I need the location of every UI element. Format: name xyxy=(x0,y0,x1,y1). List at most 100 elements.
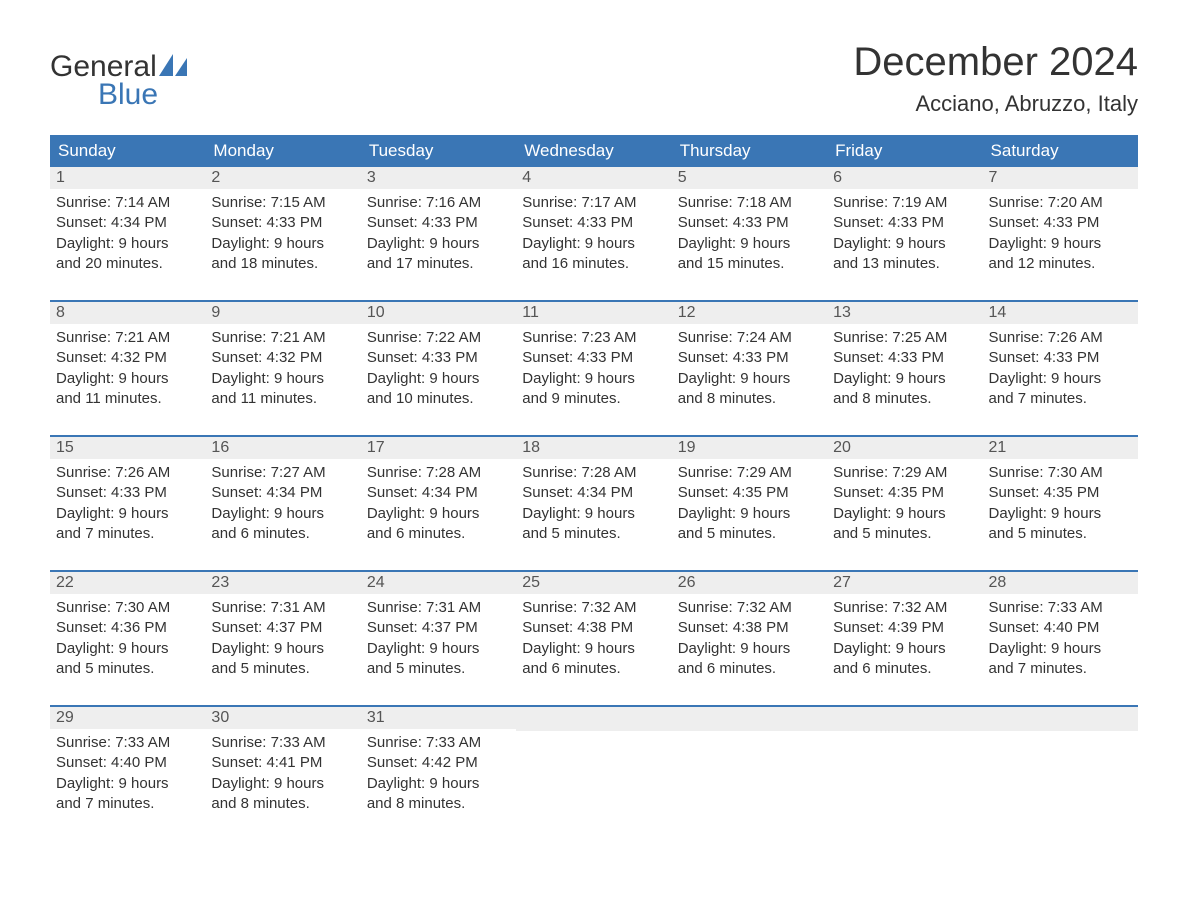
day-body: Sunrise: 7:32 AMSunset: 4:38 PMDaylight:… xyxy=(516,594,671,685)
daylight-line-1: Daylight: 9 hours xyxy=(522,369,665,389)
day-number-row: 24 xyxy=(361,572,516,594)
daylight-line-1: Daylight: 9 hours xyxy=(367,369,510,389)
daylight-line-1: Daylight: 9 hours xyxy=(989,369,1132,389)
day-body: Sunrise: 7:19 AMSunset: 4:33 PMDaylight:… xyxy=(827,189,982,280)
daylight-line-1: Daylight: 9 hours xyxy=(56,369,199,389)
daylight-line-2: and 17 minutes. xyxy=(367,254,510,274)
day-number: 20 xyxy=(833,439,851,456)
day-cell: 5Sunrise: 7:18 AMSunset: 4:33 PMDaylight… xyxy=(672,167,827,280)
daylight-line-2: and 10 minutes. xyxy=(367,389,510,409)
day-body: Sunrise: 7:33 AMSunset: 4:40 PMDaylight:… xyxy=(50,729,205,820)
day-cell: 13Sunrise: 7:25 AMSunset: 4:33 PMDayligh… xyxy=(827,302,982,415)
sunset-line: Sunset: 4:40 PM xyxy=(56,753,199,773)
daylight-line-2: and 7 minutes. xyxy=(56,794,199,814)
daylight-line-1: Daylight: 9 hours xyxy=(989,639,1132,659)
daylight-line-1: Daylight: 9 hours xyxy=(56,504,199,524)
daylight-line-1: Daylight: 9 hours xyxy=(211,234,354,254)
day-number-row: 3 xyxy=(361,167,516,189)
daylight-line-2: and 15 minutes. xyxy=(678,254,821,274)
day-body: Sunrise: 7:17 AMSunset: 4:33 PMDaylight:… xyxy=(516,189,671,280)
day-header-sun: Sunday xyxy=(50,135,205,167)
day-body: Sunrise: 7:26 AMSunset: 4:33 PMDaylight:… xyxy=(50,459,205,550)
day-header-sat: Saturday xyxy=(983,135,1138,167)
day-body: Sunrise: 7:29 AMSunset: 4:35 PMDaylight:… xyxy=(672,459,827,550)
daylight-line-2: and 8 minutes. xyxy=(211,794,354,814)
week-row: 29Sunrise: 7:33 AMSunset: 4:40 PMDayligh… xyxy=(50,705,1138,820)
day-cell: 18Sunrise: 7:28 AMSunset: 4:34 PMDayligh… xyxy=(516,437,671,550)
day-cell xyxy=(983,707,1138,820)
sunset-line: Sunset: 4:42 PM xyxy=(367,753,510,773)
sunrise-line: Sunrise: 7:33 AM xyxy=(211,733,354,753)
day-number: 4 xyxy=(522,169,531,186)
day-number-row: 9 xyxy=(205,302,360,324)
sunset-line: Sunset: 4:37 PM xyxy=(211,618,354,638)
day-cell: 6Sunrise: 7:19 AMSunset: 4:33 PMDaylight… xyxy=(827,167,982,280)
sunset-line: Sunset: 4:34 PM xyxy=(522,483,665,503)
day-number: 26 xyxy=(678,574,696,591)
daylight-line-2: and 8 minutes. xyxy=(678,389,821,409)
sunset-line: Sunset: 4:37 PM xyxy=(367,618,510,638)
sunrise-line: Sunrise: 7:28 AM xyxy=(367,463,510,483)
day-cell: 25Sunrise: 7:32 AMSunset: 4:38 PMDayligh… xyxy=(516,572,671,685)
sunset-line: Sunset: 4:32 PM xyxy=(211,348,354,368)
day-cell: 20Sunrise: 7:29 AMSunset: 4:35 PMDayligh… xyxy=(827,437,982,550)
day-body: Sunrise: 7:23 AMSunset: 4:33 PMDaylight:… xyxy=(516,324,671,415)
day-cell: 30 Sunrise: 7:33 AMSunset: 4:41 PMDayligh… xyxy=(205,707,360,820)
day-cell: 15Sunrise: 7:26 AMSunset: 4:33 PMDayligh… xyxy=(50,437,205,550)
daylight-line-2: and 8 minutes. xyxy=(833,389,976,409)
daylight-line-1: Daylight: 9 hours xyxy=(211,774,354,794)
daylight-line-1: Daylight: 9 hours xyxy=(522,639,665,659)
sunrise-line: Sunrise: 7:31 AM xyxy=(211,598,354,618)
daylight-line-1: Daylight: 9 hours xyxy=(833,234,976,254)
day-number: 13 xyxy=(833,304,851,321)
day-number-row: 30 xyxy=(205,707,360,729)
daylight-line-2: and 7 minutes. xyxy=(989,659,1132,679)
day-header-fri: Friday xyxy=(827,135,982,167)
day-body xyxy=(516,731,671,811)
day-number: 3 xyxy=(367,169,376,186)
logo: General Blue xyxy=(50,40,187,112)
daylight-line-1: Daylight: 9 hours xyxy=(833,639,976,659)
sunrise-line: Sunrise: 7:31 AM xyxy=(367,598,510,618)
daylight-line-2: and 13 minutes. xyxy=(833,254,976,274)
sunset-line: Sunset: 4:38 PM xyxy=(522,618,665,638)
day-number-row: 20 xyxy=(827,437,982,459)
sunset-line: Sunset: 4:38 PM xyxy=(678,618,821,638)
day-cell: 22Sunrise: 7:30 AMSunset: 4:36 PMDayligh… xyxy=(50,572,205,685)
week-row: 15Sunrise: 7:26 AMSunset: 4:33 PMDayligh… xyxy=(50,435,1138,550)
day-cell: 27Sunrise: 7:32 AMSunset: 4:39 PMDayligh… xyxy=(827,572,982,685)
daylight-line-1: Daylight: 9 hours xyxy=(211,504,354,524)
day-number-row: 6 xyxy=(827,167,982,189)
daylight-line-2: and 7 minutes. xyxy=(989,389,1132,409)
sunset-line: Sunset: 4:34 PM xyxy=(211,483,354,503)
sunset-line: Sunset: 4:41 PM xyxy=(211,753,354,773)
day-body: Sunrise: 7:28 AMSunset: 4:34 PMDaylight:… xyxy=(516,459,671,550)
daylight-line-2: and 6 minutes. xyxy=(678,659,821,679)
day-cell: 7Sunrise: 7:20 AMSunset: 4:33 PMDaylight… xyxy=(983,167,1138,280)
day-body xyxy=(672,731,827,811)
daylight-line-2: and 20 minutes. xyxy=(56,254,199,274)
sunrise-line: Sunrise: 7:14 AM xyxy=(56,193,199,213)
month-title: December 2024 xyxy=(853,40,1138,85)
daylight-line-2: and 6 minutes. xyxy=(522,659,665,679)
day-body: Sunrise: 7:26 AMSunset: 4:33 PMDaylight:… xyxy=(983,324,1138,415)
daylight-line-2: and 9 minutes. xyxy=(522,389,665,409)
day-number-row: 17 xyxy=(361,437,516,459)
sunrise-line: Sunrise: 7:19 AM xyxy=(833,193,976,213)
daylight-line-2: and 5 minutes. xyxy=(211,659,354,679)
day-body: Sunrise: 7:30 AMSunset: 4:36 PMDaylight:… xyxy=(50,594,205,685)
day-cell: 3Sunrise: 7:16 AMSunset: 4:33 PMDaylight… xyxy=(361,167,516,280)
day-cell: 21Sunrise: 7:30 AMSunset: 4:35 PMDayligh… xyxy=(983,437,1138,550)
day-number-row: 5 xyxy=(672,167,827,189)
day-header-thu: Thursday xyxy=(672,135,827,167)
day-body: Sunrise: 7:24 AMSunset: 4:33 PMDaylight:… xyxy=(672,324,827,415)
sunrise-line: Sunrise: 7:29 AM xyxy=(678,463,821,483)
sunset-line: Sunset: 4:35 PM xyxy=(678,483,821,503)
day-number: 8 xyxy=(56,304,65,321)
day-cell: 16Sunrise: 7:27 AMSunset: 4:34 PMDayligh… xyxy=(205,437,360,550)
sunset-line: Sunset: 4:33 PM xyxy=(989,348,1132,368)
day-cell: 9Sunrise: 7:21 AMSunset: 4:32 PMDaylight… xyxy=(205,302,360,415)
daylight-line-2: and 5 minutes. xyxy=(833,524,976,544)
day-number: 12 xyxy=(678,304,696,321)
week-row: 8Sunrise: 7:21 AMSunset: 4:32 PMDaylight… xyxy=(50,300,1138,415)
